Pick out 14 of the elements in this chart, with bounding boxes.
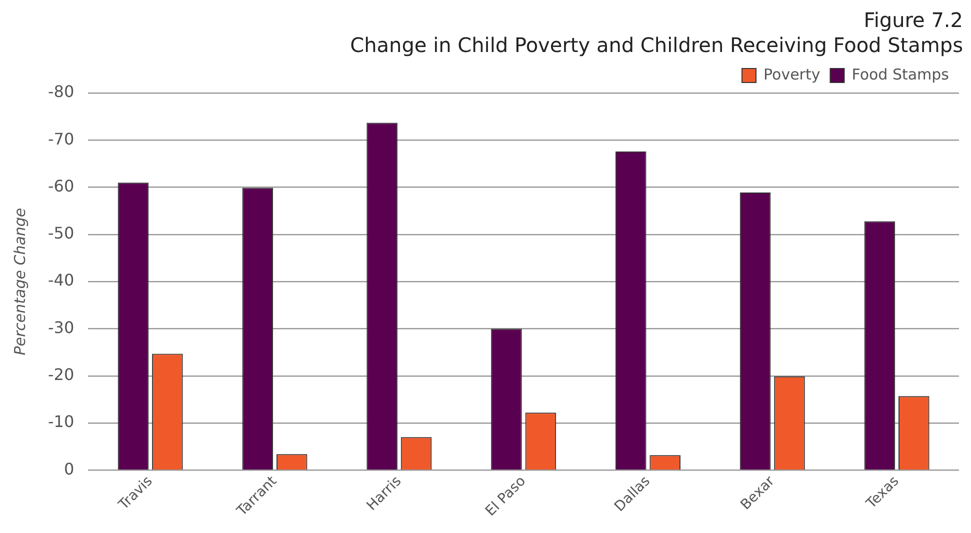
- y-tick-label: -50: [48, 224, 74, 243]
- chart-title: Change in Child Poverty and Children Receiving Food Stamps: [349, 32, 963, 58]
- y-tick-label: -80: [48, 82, 74, 102]
- y-axis-title: Percentage Change: [10, 208, 29, 356]
- y-tick-label: -20: [48, 365, 74, 384]
- chart-subtitle: Figure 7.2: [862, 8, 963, 32]
- y-tick-label: -10: [48, 412, 74, 432]
- legend-label: Poverty: [764, 65, 820, 84]
- y-tick-label: -40: [48, 270, 74, 290]
- y-tick-label: 0: [64, 459, 74, 478]
- y-tick-label: -30: [48, 318, 74, 337]
- legend-label: Food Stamps: [852, 65, 950, 84]
- y-tick-label: -60: [48, 176, 74, 196]
- y-tick-label: -70: [48, 129, 74, 148]
